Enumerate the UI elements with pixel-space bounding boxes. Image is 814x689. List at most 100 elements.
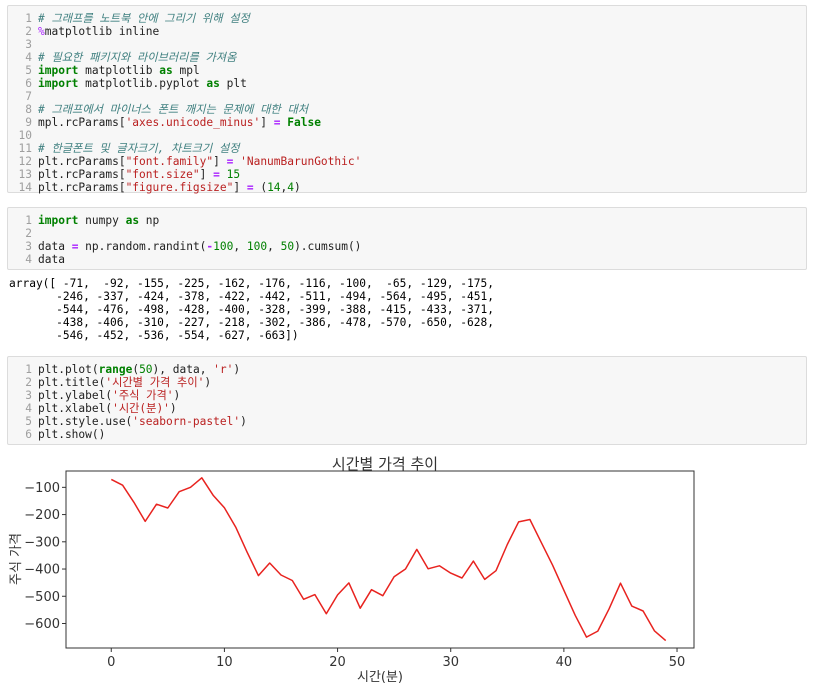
code-token: = bbox=[226, 155, 234, 168]
code-text: plt.style.use('seaborn-pastel') bbox=[38, 415, 247, 428]
line-number: 7 bbox=[25, 90, 32, 103]
x-tick-label: 10 bbox=[216, 655, 233, 670]
y-axis-label: 주식 가격 bbox=[9, 533, 24, 585]
code-token: 'seaborn-pastel' bbox=[132, 415, 241, 428]
code-line: 6 import matplotlib.pyplot as plt bbox=[8, 77, 806, 90]
code-token: , bbox=[233, 240, 247, 253]
code-token: ( bbox=[253, 181, 268, 194]
code-token: matplotlib inline bbox=[44, 25, 160, 38]
code-token: # 그래프를 노트북 안에 그리기 위해 설정 bbox=[38, 12, 250, 25]
code-token bbox=[220, 168, 227, 181]
code-text: import matplotlib.pyplot as plt bbox=[38, 77, 247, 90]
code-token: ] bbox=[213, 155, 227, 168]
x-tick-label: 20 bbox=[329, 655, 346, 670]
y-tick-label: −600 bbox=[24, 617, 60, 632]
code-line: 10 bbox=[8, 129, 806, 142]
code-cell[interactable]: 1 import numpy as np 2 3 data = np.random.ra… bbox=[7, 207, 807, 270]
code-token: 4 bbox=[287, 181, 295, 194]
code-token: ) bbox=[240, 415, 247, 428]
code-line: 5 import matplotlib as mpl bbox=[8, 64, 806, 77]
code-line: 1 plt.plot(range(50), data, 'r') bbox=[8, 363, 806, 376]
code-text: data = np.random.randint(-100, 100, 50).… bbox=[38, 240, 361, 253]
code-token: mpl.rcParams[ bbox=[38, 116, 126, 129]
code-line: 2 bbox=[8, 227, 806, 240]
code-token: False bbox=[287, 116, 321, 129]
code-token: plt.plot( bbox=[38, 363, 99, 376]
code-token: plt.title( bbox=[38, 376, 106, 389]
code-token: '시간별 가격 추이' bbox=[105, 376, 205, 389]
code-token: - bbox=[206, 240, 214, 253]
code-token: matplotlib bbox=[78, 64, 160, 77]
code-line: 14 plt.rcParams["figure.figsize"] = (14,4… bbox=[8, 181, 806, 194]
code-text: plt.plot(range(50), data, 'r') bbox=[38, 363, 240, 376]
line-number: 2 bbox=[25, 376, 32, 389]
code-token: 100 bbox=[246, 240, 268, 253]
line-number: 4 bbox=[25, 402, 32, 415]
code-token: ) bbox=[233, 363, 241, 376]
code-token: import bbox=[38, 64, 79, 77]
code-token: as bbox=[206, 77, 220, 90]
code-token: as bbox=[125, 214, 140, 227]
line-number: 14 bbox=[18, 181, 32, 194]
code-token: plt.rcParams[ bbox=[38, 168, 126, 181]
code-token: 14 bbox=[267, 181, 281, 194]
code-token: ) bbox=[169, 402, 177, 415]
code-token: "font.family" bbox=[125, 155, 214, 168]
code-token: , bbox=[280, 181, 288, 194]
line-number: 1 bbox=[25, 363, 32, 376]
code-token: % bbox=[38, 25, 45, 38]
code-token: plt bbox=[219, 77, 247, 90]
plot-area bbox=[65, 470, 695, 649]
code-cell[interactable]: 1 plt.plot(range(50), data, 'r') 2 plt.titl… bbox=[7, 356, 807, 445]
line-number: 3 bbox=[25, 389, 32, 402]
code-token: "font.size" bbox=[125, 168, 200, 181]
code-line: 2 %matplotlib inline bbox=[8, 25, 806, 38]
code-token: plt.ylabel( bbox=[38, 389, 113, 402]
code-token: matplotlib.pyplot bbox=[78, 77, 207, 90]
line-number: 1 bbox=[25, 214, 32, 227]
code-token: 100 bbox=[213, 240, 234, 253]
code-token: = bbox=[213, 168, 220, 181]
x-tick-label: 40 bbox=[556, 655, 573, 670]
code-line: 8 # 그래프에서 마이너스 폰트 깨지는 문제에 대한 대처 bbox=[8, 103, 806, 116]
line-number: 2 bbox=[25, 25, 32, 38]
code-token: 'r' bbox=[213, 363, 234, 376]
code-line: 1 import numpy as np bbox=[8, 214, 806, 227]
code-text: plt.xlabel('시간(분)') bbox=[38, 402, 177, 415]
chart-title: 시간별 가격 추이 bbox=[332, 455, 438, 473]
code-token: ) bbox=[204, 376, 212, 389]
code-line: 3 bbox=[8, 38, 806, 51]
code-token: import bbox=[38, 77, 79, 90]
line-number: 3 bbox=[25, 38, 32, 51]
y-tick-label: −300 bbox=[24, 535, 60, 550]
line-number: 6 bbox=[25, 77, 32, 90]
code-token: ) bbox=[294, 181, 301, 194]
code-text: import matplotlib as mpl bbox=[38, 64, 200, 77]
code-text: plt.show() bbox=[38, 428, 105, 441]
code-text: # 필요한 패키지와 라이브러리를 가져옴 bbox=[38, 51, 236, 64]
output-line: -544, -476, -498, -428, -400, -328, -399… bbox=[9, 303, 494, 316]
line-number: 4 bbox=[25, 51, 32, 64]
line-number: 1 bbox=[25, 12, 32, 25]
code-line: 13 plt.rcParams["font.size"] = 15 bbox=[8, 168, 806, 181]
code-token: plt.style.use( bbox=[38, 415, 133, 428]
code-token: mpl bbox=[172, 64, 200, 77]
code-token: import bbox=[38, 214, 79, 227]
line-number: 2 bbox=[25, 227, 32, 240]
line-number: 5 bbox=[25, 64, 32, 77]
code-line: 7 bbox=[8, 90, 806, 103]
code-token: range bbox=[98, 363, 133, 376]
code-token: 50 bbox=[139, 363, 153, 376]
code-text: plt.rcParams["figure.figsize"] = (14,4) bbox=[38, 181, 301, 194]
y-tick-label: −200 bbox=[24, 508, 60, 523]
code-cell[interactable]: 1 # 그래프를 노트북 안에 그리기 위해 설정 2 %matplotlib inl… bbox=[7, 5, 807, 194]
y-tick-label: −100 bbox=[24, 481, 60, 496]
line-number: 9 bbox=[25, 116, 32, 129]
code-token: plt.xlabel( bbox=[38, 402, 113, 415]
code-text: plt.title('시간별 가격 추이') bbox=[38, 376, 211, 389]
code-line: 3 data = np.random.randint(-100, 100, 50)… bbox=[8, 240, 806, 253]
line-number: 4 bbox=[25, 253, 32, 266]
code-token: 'axes.unicode_minus' bbox=[125, 116, 261, 129]
line-number: 6 bbox=[25, 428, 32, 441]
code-line: 9 mpl.rcParams['axes.unicode_minus'] = Fa… bbox=[8, 116, 806, 129]
